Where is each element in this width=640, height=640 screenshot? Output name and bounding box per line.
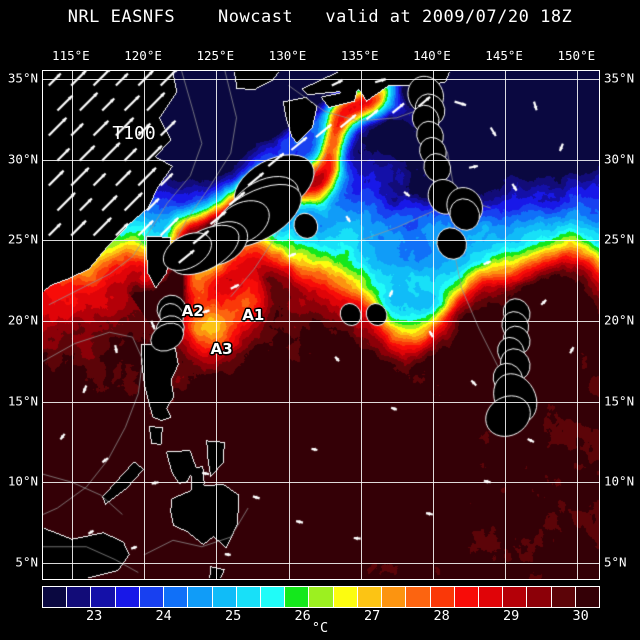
colorbar-swatch-10: [285, 587, 310, 607]
lon-tick-label-145: 145°E: [485, 48, 523, 63]
lon-tick-label-115: 115°E: [52, 48, 90, 63]
title-gap-2: [293, 7, 325, 27]
colorbar: [42, 586, 600, 608]
colorbar-swatch-12: [333, 587, 358, 607]
title-validity: valid at 2009/07/20 18Z: [325, 7, 573, 27]
colorbar-swatch-18: [478, 587, 504, 607]
colorbar-swatch-13: [357, 587, 383, 607]
colorbar-swatch-21: [551, 587, 576, 607]
colorbar-swatch-14: [382, 587, 407, 607]
lat-tick-label-right-35: 35°N: [604, 70, 635, 86]
colorbar-swatch-15: [406, 587, 431, 607]
lat-tick-label-left-15: 15°N: [7, 393, 38, 409]
colorbar-tick-30: 30: [572, 608, 589, 624]
lat-tick-label-right-30: 30°N: [604, 151, 635, 167]
lon-tick-label-135: 135°E: [340, 48, 379, 63]
lat-tick-label-left-30: 30°N: [7, 151, 38, 167]
colorbar-tick-25: 25: [224, 608, 242, 624]
colorbar-swatch-0: [43, 587, 68, 607]
colorbar-swatch-16: [430, 587, 455, 607]
colorbar-tick-28: 28: [433, 608, 450, 624]
colorbar-swatch-6: [188, 587, 213, 607]
title-gap-1: [175, 7, 218, 27]
lat-tick-label-left-5: 5°N: [15, 554, 38, 570]
colorbar-swatch-11: [309, 587, 334, 607]
colorbar-tick-27: 27: [363, 608, 381, 624]
lat-tick-label-left-10: 10°N: [7, 473, 38, 489]
colorbar-swatch-22: [575, 587, 600, 607]
title-product: Nowcast: [218, 7, 294, 27]
figure-title: NRL EASNFS Nowcast valid at 2009/07/20 1…: [0, 4, 640, 30]
colorbar-swatch-8: [236, 587, 261, 607]
colorbar-unit-label: °C: [311, 620, 329, 636]
colorbar-swatch-9: [260, 587, 286, 607]
colorbar-swatch-1: [67, 587, 92, 607]
colorbar-tick-29: 29: [502, 608, 520, 624]
colorbar-swatch-2: [91, 587, 116, 607]
lon-tick-label-125: 125°E: [196, 48, 235, 63]
lon-tick-label-120: 120°E: [124, 48, 162, 63]
lon-tick-label-130: 130°E: [268, 48, 307, 63]
lat-tick-label-right-10: 10°N: [604, 473, 635, 489]
lon-tick-label-150: 150°E: [557, 48, 596, 63]
title-agency: NRL EASNFS: [67, 7, 176, 27]
lat-tick-label-left-35: 35°N: [7, 70, 38, 86]
lat-tick-label-right-20: 20°N: [604, 312, 635, 328]
colorbar-tick-26: 26: [294, 608, 311, 624]
lat-tick-label-right-15: 15°N: [604, 393, 635, 409]
lat-tick-label-right-5: 5°N: [604, 554, 627, 570]
lat-tick-label-left-25: 25°N: [7, 231, 38, 247]
colorbar-tick-labels: 23 24 25 26 27 28 29 30: [42, 608, 598, 626]
colorbar-swatch-20: [527, 587, 552, 607]
colorbar-tick-23: 23: [85, 608, 103, 624]
colorbar-tick-24: 24: [155, 608, 172, 624]
sst-heatmap-canvas: [43, 71, 599, 579]
colorbar-swatch-5: [164, 587, 189, 607]
colorbar-swatch-3: [115, 587, 140, 607]
lon-tick-label-140: 140°E: [413, 48, 451, 63]
lat-tick-label-left-20: 20°N: [7, 312, 38, 328]
colorbar-swatch-17: [454, 587, 479, 607]
colorbar-swatch-7: [212, 587, 237, 607]
colorbar-swatch-19: [503, 587, 528, 607]
map-plot-area: T100 A2 A1 A3: [42, 70, 600, 580]
colorbar-swatch-4: [139, 587, 165, 607]
lat-tick-label-right-25: 25°N: [604, 231, 635, 247]
